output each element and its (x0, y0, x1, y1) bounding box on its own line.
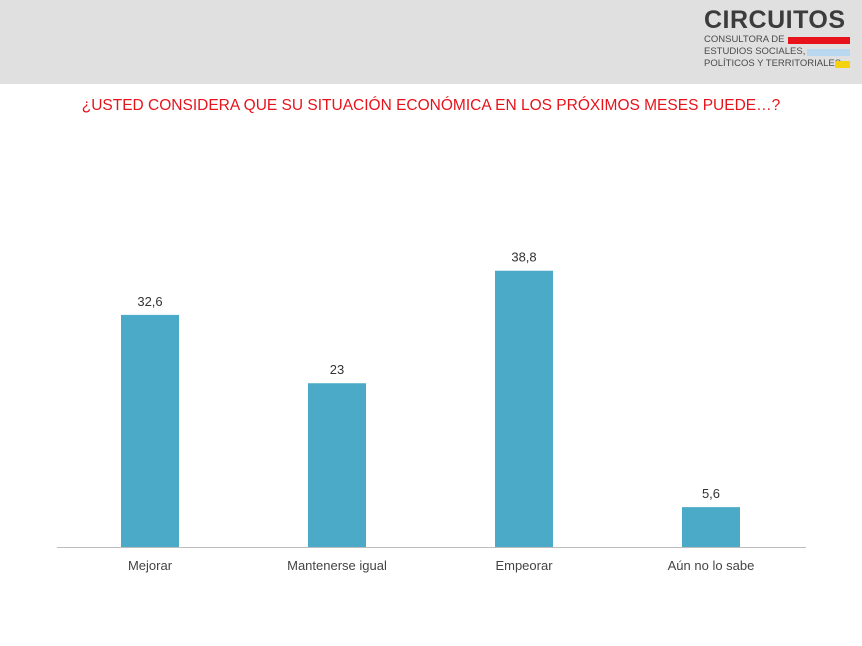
bar-1 (308, 383, 366, 547)
logo-stripe-blue (807, 49, 850, 56)
logo-line-3: POLÍTICOS Y TERRITORIALES (704, 58, 854, 70)
value-label-1: 23 (330, 362, 344, 377)
category-label-3: Aún no lo sabe (668, 558, 755, 573)
bar-3 (682, 507, 740, 547)
header-band (0, 0, 862, 84)
value-label-0: 32,6 (137, 294, 162, 309)
logo-line-2-text: ESTUDIOS SOCIALES, (704, 46, 806, 57)
logo-stripe-red (788, 37, 850, 44)
logo-line-1-text: CONSULTORA DE (704, 34, 785, 45)
logo-title: CIRCUITOS (704, 6, 846, 34)
logo-line-2: ESTUDIOS SOCIALES, (704, 46, 854, 58)
value-label-3: 5,6 (702, 486, 720, 501)
category-label-2: Empeorar (495, 558, 553, 573)
bar-2 (495, 270, 553, 547)
bar-0 (121, 314, 179, 547)
circuitos-logo: CIRCUITOS CONSULTORA DE ESTUDIOS SOCIALE… (704, 6, 854, 70)
value-label-2: 38,8 (511, 250, 536, 265)
logo-line-1: CONSULTORA DE (704, 34, 854, 46)
category-label-1: Mantenerse igual (287, 558, 387, 573)
chart-title: ¿USTED CONSIDERA QUE SU SITUACIÓN ECONÓM… (81, 97, 781, 114)
logo-line-3-text: POLÍTICOS Y TERRITORIALES (704, 58, 842, 69)
category-label-0: Mejorar (128, 558, 173, 573)
logo-stripe-yellow (835, 61, 850, 68)
